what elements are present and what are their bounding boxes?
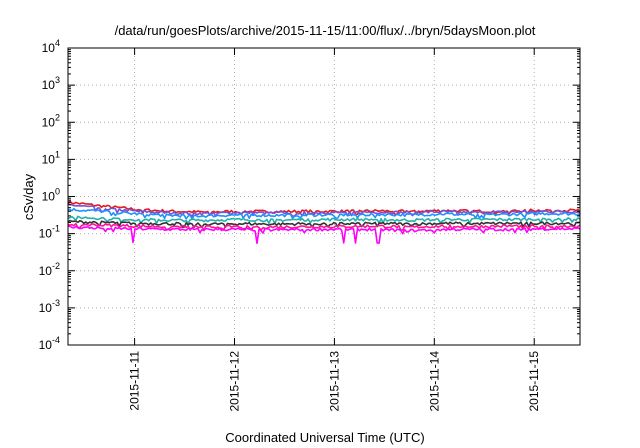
chart-title: /data/run/goesPlots/archive/2015-11-15/1… — [115, 23, 536, 38]
x-tick-label: 2015-11-14 — [427, 351, 441, 412]
x-tick-label: 2015-11-12 — [228, 351, 242, 412]
y-tick-label: 10-1 — [39, 224, 60, 241]
y-tick-label: 103 — [42, 75, 60, 92]
x-tick-label: 2015-11-11 — [128, 351, 142, 411]
y-tick-label: 10-2 — [39, 261, 60, 278]
series-group — [67, 200, 581, 245]
series-line — [67, 219, 581, 229]
series-line — [67, 215, 581, 225]
x-tick-label: 2015-11-13 — [327, 351, 341, 412]
y-tick-label: 10-3 — [39, 298, 60, 315]
y-tick-label: 101 — [42, 149, 60, 166]
y-axis-ticks: 10-4 10-3 10-2 10-1 100 101 102 103 104 — [39, 38, 580, 352]
series-line — [67, 203, 581, 218]
y-tick-label: 10-4 — [39, 335, 60, 352]
y-tick-label: 102 — [42, 112, 60, 129]
x-axis-label: Coordinated Universal Time (UTC) — [225, 430, 424, 445]
y-tick-label: 104 — [42, 38, 60, 55]
series-line — [67, 200, 581, 217]
series-line — [67, 225, 581, 245]
x-tick-label: 2015-11-15 — [527, 351, 541, 412]
series-line — [67, 207, 581, 220]
y-axis-label: cSv/day — [21, 173, 36, 220]
series-line — [67, 222, 581, 232]
x-axis-ticks: 2015-11-11 2015-11-12 2015-11-13 2015-11-14… — [128, 48, 541, 412]
grid — [68, 48, 580, 345]
y-tick-label: 100 — [42, 187, 60, 204]
